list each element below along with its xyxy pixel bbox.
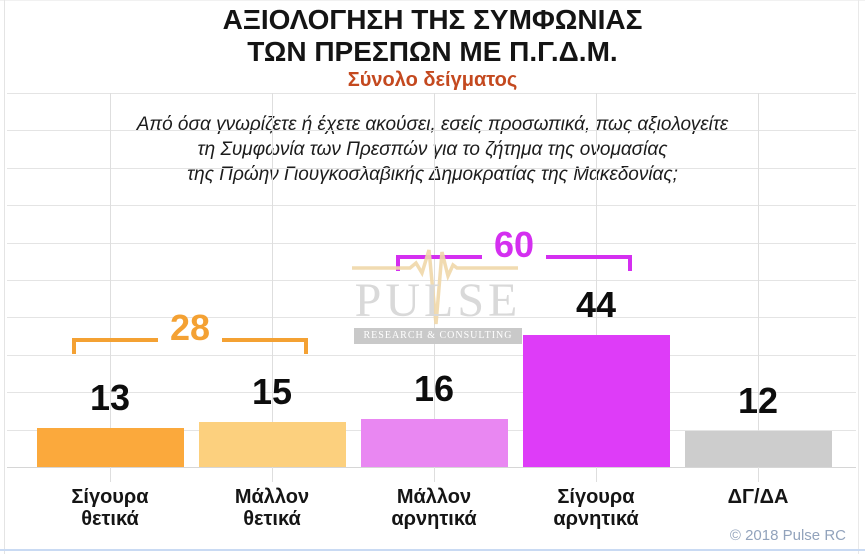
bracket-line-right (222, 338, 308, 342)
chart-title: ΑΞΙΟΛΟΓΗΣΗ ΤΗΣ ΣΥΜΦΩΝΙΑΣ ΤΩΝ ΠΡΕΣΠΩΝ ΜΕ … (0, 4, 865, 68)
category-label-3: Σίγουρα αρνητικά (553, 486, 639, 530)
bar-value-label-2: 16 (413, 368, 455, 409)
bar-value-label-3: 44 (575, 284, 617, 325)
bar-1 (198, 422, 346, 467)
bar-value-label-4: 12 (737, 380, 779, 421)
bracket-line-right (546, 255, 632, 259)
copyright-notice: © 2018 Pulse RC (729, 527, 846, 544)
grid-line-horizontal (7, 130, 856, 131)
survey-question-line1: Από όσα γνωρίζετε ή έχετε ακούσει, εσείς… (136, 114, 729, 135)
grid-line-horizontal (7, 280, 856, 281)
chart-title-line1: ΑΞΙΟΛΟΓΗΣΗ ΤΗΣ ΣΥΜΦΩΝΙΑΣ (222, 4, 643, 35)
category-label-2: Μάλλον αρνητικά (391, 486, 477, 530)
grid-line-vertical (596, 93, 597, 482)
grid-line-vertical (272, 93, 273, 482)
grid-line-horizontal (7, 392, 856, 393)
bar-value-label-0: 13 (89, 377, 131, 418)
bracket-line-left (72, 338, 158, 342)
grid-line-horizontal (7, 93, 856, 94)
grid-line-horizontal (7, 243, 856, 244)
bracket-right-hook (304, 338, 308, 354)
survey-question-line3: της Πρώην Γιουγκοσλαβικής Δημοκρατίας τη… (187, 164, 678, 185)
bar-value-label-1: 15 (251, 371, 293, 412)
bar-0 (36, 428, 184, 467)
grid-line-vertical (758, 93, 759, 482)
frame-left-edge (4, 0, 5, 554)
grid-line-horizontal (7, 205, 856, 206)
frame-right-edge (858, 0, 859, 554)
survey-question: Από όσα γνωρίζετε ή έχετε ακούσει, εσείς… (0, 112, 865, 187)
category-axis-line (7, 467, 856, 468)
bar-2 (360, 419, 508, 467)
category-label-1: Μάλλον θετικά (234, 486, 310, 530)
chart-subtitle: Σύνολο δείγματος (347, 69, 518, 91)
category-label-0: Σίγουρα θετικά (71, 486, 149, 530)
bracket-right-hook (628, 255, 632, 271)
frame-top-edge (0, 0, 865, 1)
bar-3 (522, 335, 670, 467)
bracket-left-hook (72, 338, 76, 354)
grid-line-vertical (110, 93, 111, 482)
grid-line-horizontal (7, 168, 856, 169)
bracket-total-label-0: 28 (169, 307, 211, 348)
survey-question-line2: τη Συμφωνία των Πρεσπών για το ζήτημα τη… (197, 139, 668, 160)
bracket-total-label-1: 60 (493, 224, 535, 265)
frame-bottom-edge (0, 549, 865, 551)
category-label-4: ΔΓ/ΔΑ (727, 486, 789, 508)
bar-4 (684, 431, 832, 467)
grid-line-horizontal (7, 355, 856, 356)
chart-title-line2: ΤΩΝ ΠΡΕΣΠΩΝ ΜΕ Π.Γ.Δ.Μ. (247, 36, 618, 67)
